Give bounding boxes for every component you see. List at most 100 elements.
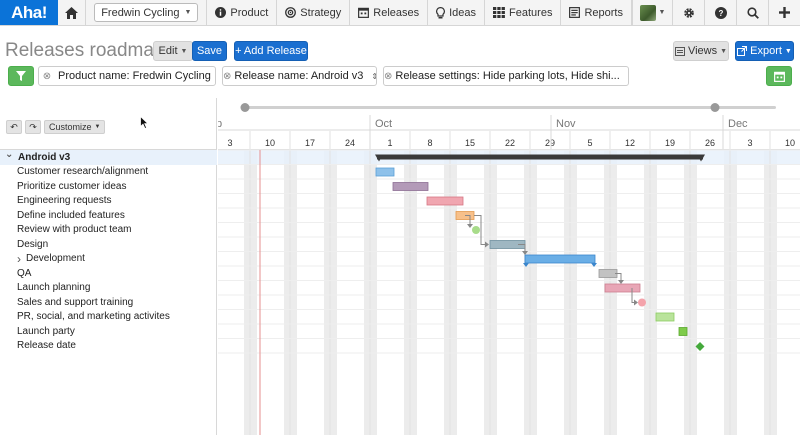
month-label: p — [218, 118, 222, 130]
chevron-down-icon[interactable]: ⌄ — [5, 148, 14, 160]
filter-product-name[interactable]: ⊗ Product name: Fredwin Cycling — [38, 66, 216, 86]
workspace-name: Fredwin Cycling — [101, 6, 180, 19]
scrubber-end-handle — [710, 103, 720, 112]
feature-row[interactable]: QA — [0, 266, 217, 281]
release-summary-bar — [377, 154, 703, 160]
week-label: 8 — [427, 138, 432, 148]
feature-bar — [392, 182, 429, 191]
remove-filter-icon[interactable]: ⊗ — [42, 70, 52, 82]
chevron-down-icon: ▼ — [784, 47, 792, 55]
calendar-button[interactable] — [766, 66, 792, 86]
week-label: 15 — [465, 138, 475, 148]
dependency-arrow — [615, 273, 622, 283]
feature-row[interactable]: Customer research/alignment — [0, 165, 217, 180]
save-button[interactable]: Save — [192, 41, 227, 61]
release-group-row[interactable]: ⌄ Android v3 — [0, 148, 217, 165]
add-release-button[interactable]: + Add Release — [234, 41, 308, 61]
help-button[interactable]: ? — [704, 0, 736, 25]
nav-item-releases[interactable]: Releases — [350, 0, 429, 25]
nav-item-product[interactable]: Product — [207, 0, 278, 25]
report-icon — [569, 7, 581, 18]
search-button[interactable] — [736, 0, 768, 25]
feature-row[interactable]: Sales and support training — [0, 295, 217, 310]
workspace-selector[interactable]: Fredwin Cycling ▼ — [94, 3, 199, 22]
feature-row[interactable]: Prioritize customer ideas — [0, 179, 217, 194]
feature-row[interactable]: Engineering requests — [0, 194, 217, 209]
nav-item-label: Product — [230, 6, 269, 19]
user-menu[interactable]: ▼ — [632, 0, 672, 25]
roadmap-toolbar: ↶ ↷ Customize ▼ — [6, 120, 106, 134]
undo-button[interactable]: ↶ — [6, 120, 22, 134]
nav-right-group: ▼ ? — [632, 0, 800, 25]
filter-button[interactable] — [8, 66, 34, 86]
feature-bar — [678, 327, 688, 336]
dependency-arrowhead — [618, 280, 624, 284]
roadmap-timeline[interactable]: 3 10 17 24 1 8 15 22 29 5 12 19 26 3 10 p Oct Nov Dec — [218, 98, 800, 435]
edit-button[interactable]: Edit ▼ — [153, 41, 193, 61]
redo-button[interactable]: ↷ — [25, 120, 41, 134]
edit-label: Edit — [158, 45, 178, 57]
filter-icon — [16, 71, 26, 81]
row-label: Engineering requests — [17, 195, 112, 207]
nav-item-ideas[interactable]: Ideas — [428, 0, 486, 25]
filter-text: Product name: Fredwin Cycling — [58, 70, 211, 82]
views-button[interactable]: Views ▼ — [673, 41, 729, 61]
chevron-right-icon[interactable]: › — [17, 251, 21, 266]
row-label: Development — [26, 253, 85, 265]
help-icon: ? — [714, 6, 727, 19]
mouse-cursor-icon — [140, 115, 149, 132]
month-label: Dec — [728, 118, 748, 130]
feature-bar — [426, 196, 464, 206]
nav-item-label: Features — [509, 6, 553, 19]
feature-row[interactable]: › Development — [0, 252, 217, 267]
aha-logo[interactable]: Aha! — [0, 0, 58, 25]
row-label: Define included features — [17, 209, 125, 221]
settings-button[interactable] — [672, 0, 704, 25]
views-label: Views — [687, 45, 718, 57]
undo-icon: ↶ — [10, 121, 18, 132]
feature-row[interactable]: Launch planning — [0, 281, 217, 296]
feature-row[interactable]: Review with product team — [0, 223, 217, 238]
row-label: Customer research/alignment — [17, 166, 149, 178]
nav-item-label: Strategy — [300, 6, 342, 19]
feature-bar — [375, 167, 395, 177]
home-button[interactable] — [58, 0, 87, 25]
filter-release-settings[interactable]: ⊗ Release settings: Hide parking lots, H… — [383, 66, 629, 86]
nav-item-label: Releases — [373, 6, 420, 19]
week-label: 24 — [345, 138, 355, 148]
week-label: 1 — [387, 138, 392, 148]
feature-row[interactable]: Design — [0, 237, 217, 252]
export-button[interactable]: Export ▼ — [735, 41, 794, 61]
week-label: 3 — [747, 138, 752, 148]
gear-icon — [683, 7, 694, 18]
feature-row[interactable]: PR, social, and marketing activites — [0, 310, 217, 325]
nav-item-features[interactable]: Features — [485, 0, 562, 25]
row-label: Launch party — [17, 325, 75, 337]
filter-release-name[interactable]: ⊗ Release name: Android v3 ⇕ — [222, 66, 377, 86]
nav-item-label: Ideas — [449, 6, 477, 19]
lightbulb-icon — [436, 6, 446, 18]
feature-list-panel: ↶ ↷ Customize ▼ ⌄ Android v3 Customer rese… — [0, 98, 217, 435]
row-label: Release date — [17, 340, 76, 352]
feature-row[interactable]: Release date — [0, 339, 217, 354]
row-label: QA — [17, 267, 32, 279]
customize-button[interactable]: Customize ▼ — [44, 120, 106, 134]
feature-row[interactable]: Define included features — [0, 208, 217, 223]
chevron-down-icon: ▼ — [184, 9, 192, 16]
dependency-arrowhead — [485, 241, 489, 248]
remove-filter-icon[interactable]: ⊗ — [223, 70, 232, 82]
summary-end-cap — [697, 154, 705, 162]
dependency-arrow — [474, 215, 488, 245]
grid-icon — [493, 7, 505, 18]
week-label: 17 — [305, 138, 315, 148]
add-button[interactable] — [768, 0, 800, 25]
page-title: Releases roadmap — [5, 40, 165, 61]
remove-filter-icon[interactable]: ⊗ — [384, 70, 393, 82]
row-label: Android v3 — [18, 151, 71, 163]
feature-row[interactable]: Launch party — [0, 324, 217, 339]
nav-item-strategy[interactable]: Strategy — [277, 0, 351, 25]
row-label: Design — [17, 238, 49, 250]
dependency-arrow — [465, 215, 471, 227]
summary-start-cap — [375, 154, 383, 162]
nav-item-reports[interactable]: Reports — [561, 0, 632, 25]
